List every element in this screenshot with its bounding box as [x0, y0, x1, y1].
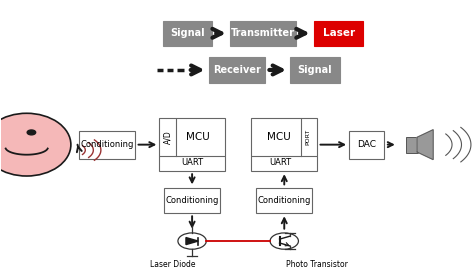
FancyBboxPatch shape	[209, 57, 265, 83]
Polygon shape	[417, 130, 433, 160]
Text: MCU: MCU	[267, 132, 291, 142]
FancyBboxPatch shape	[230, 20, 296, 46]
FancyBboxPatch shape	[251, 118, 317, 171]
Text: MCU: MCU	[186, 132, 210, 142]
Circle shape	[178, 233, 206, 249]
Circle shape	[27, 130, 36, 135]
FancyBboxPatch shape	[163, 20, 212, 46]
Text: Conditioning: Conditioning	[257, 196, 311, 205]
FancyBboxPatch shape	[79, 130, 135, 159]
Polygon shape	[186, 238, 198, 245]
FancyBboxPatch shape	[349, 130, 384, 159]
Text: PORT: PORT	[306, 129, 311, 145]
Text: A/D: A/D	[164, 130, 173, 144]
Text: Receiver: Receiver	[213, 65, 261, 75]
Text: Transmitter: Transmitter	[231, 28, 295, 38]
Text: Conditioning: Conditioning	[81, 140, 134, 149]
Text: Signal: Signal	[298, 65, 332, 75]
FancyBboxPatch shape	[256, 188, 312, 213]
Ellipse shape	[0, 113, 71, 176]
Text: Laser: Laser	[322, 28, 355, 38]
Text: DAC: DAC	[357, 140, 376, 149]
FancyBboxPatch shape	[164, 188, 220, 213]
FancyBboxPatch shape	[314, 20, 363, 46]
FancyBboxPatch shape	[406, 136, 418, 153]
Text: Photo Transistor: Photo Transistor	[286, 260, 348, 269]
FancyBboxPatch shape	[291, 57, 339, 83]
FancyBboxPatch shape	[159, 118, 225, 171]
Circle shape	[270, 233, 299, 249]
Text: Signal: Signal	[170, 28, 205, 38]
Text: Conditioning: Conditioning	[165, 196, 219, 205]
Text: UART: UART	[269, 159, 292, 167]
Text: UART: UART	[181, 159, 203, 167]
Text: Laser Diode: Laser Diode	[150, 260, 196, 269]
